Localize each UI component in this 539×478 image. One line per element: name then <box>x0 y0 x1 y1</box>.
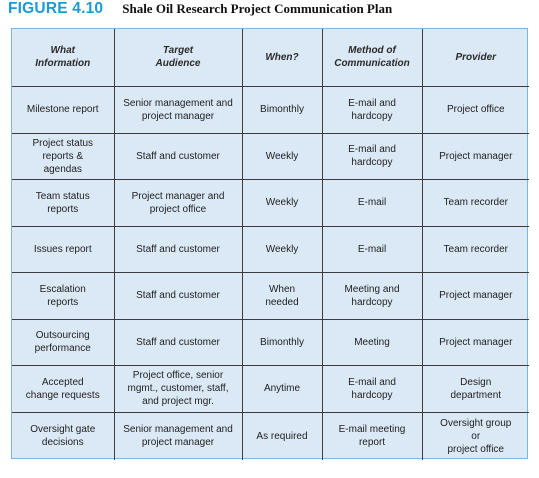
cell-method: E-mail and hardcopy <box>321 85 423 134</box>
cell-method: E-mail and hardcopy <box>321 364 423 413</box>
header-provider: Provider <box>421 29 529 87</box>
table-row: Oversight gate decisions Senior manageme… <box>12 411 529 460</box>
cell-target-audience: Staff and customer <box>113 132 243 180</box>
table-row: Team status reports Project manager and … <box>12 178 529 227</box>
cell-target-audience: Project office, senior mgmt., customer, … <box>113 364 243 413</box>
cell-what-information: Issues report <box>12 225 115 273</box>
header-what-information: What Information <box>12 29 115 87</box>
cell-what-information: Escalation reports <box>12 271 115 320</box>
cell-target-audience: Senior management and project manager <box>113 411 243 460</box>
cell-what-information: Team status reports <box>12 178 115 227</box>
cell-what-information: Accepted change requests <box>12 364 115 413</box>
table-row: Project status reports & agendas Staff a… <box>12 132 529 180</box>
header-when: When? <box>241 29 323 87</box>
cell-what-information: Outsourcing performance <box>12 318 115 366</box>
cell-what-information: Project status reports & agendas <box>12 132 115 180</box>
cell-when: Bimonthly <box>241 318 323 366</box>
figure-header: FIGURE 4.10 Shale Oil Research Project C… <box>8 0 392 20</box>
cell-when: Anytime <box>241 364 323 413</box>
cell-method: E-mail meeting report <box>321 411 423 460</box>
cell-provider: Team recorder <box>421 225 529 273</box>
cell-target-audience: Staff and customer <box>113 271 243 320</box>
cell-when: When needed <box>241 271 323 320</box>
cell-provider: Project manager <box>421 271 529 320</box>
table-row: Escalation reports Staff and customer Wh… <box>12 271 529 320</box>
table-row: Issues report Staff and customer Weekly … <box>12 225 529 273</box>
cell-target-audience: Project manager and project office <box>113 178 243 227</box>
figure-title: Shale Oil Research Project Communication… <box>122 1 393 16</box>
cell-method: E-mail and hardcopy <box>321 132 423 180</box>
cell-method: Meeting <box>321 318 423 366</box>
cell-when: Weekly <box>241 225 323 273</box>
cell-when: As required <box>241 411 323 460</box>
cell-provider: Project office <box>421 85 529 134</box>
cell-what-information: Milestone report <box>12 85 115 134</box>
cell-when: Weekly <box>241 178 323 227</box>
communication-plan-table: What Information Target Audience When? M… <box>11 28 529 460</box>
cell-target-audience: Senior management and project manager <box>113 85 243 134</box>
table-row: Accepted change requests Project office,… <box>12 364 529 413</box>
table-row: Outsourcing performance Staff and custom… <box>12 318 529 366</box>
cell-when: Weekly <box>241 132 323 180</box>
cell-provider: Design department <box>421 364 529 413</box>
table-row: Milestone report Senior management and p… <box>12 85 529 134</box>
cell-provider: Project manager <box>421 318 529 366</box>
cell-provider: Team recorder <box>421 178 529 227</box>
header-method-of-communication: Method of Communication <box>321 29 423 87</box>
table-header-row: What Information Target Audience When? M… <box>12 29 529 87</box>
cell-provider: Project manager <box>421 132 529 180</box>
cell-what-information: Oversight gate decisions <box>12 411 115 460</box>
header-target-audience: Target Audience <box>113 29 243 87</box>
cell-method: E-mail <box>321 225 423 273</box>
cell-provider: Oversight group or project office <box>421 411 529 460</box>
cell-target-audience: Staff and customer <box>113 225 243 273</box>
cell-target-audience: Staff and customer <box>113 318 243 366</box>
figure-label: FIGURE 4.10 <box>8 0 104 17</box>
cell-when: Bimonthly <box>241 85 323 134</box>
cell-method: Meeting and hardcopy <box>321 271 423 320</box>
cell-method: E-mail <box>321 178 423 227</box>
